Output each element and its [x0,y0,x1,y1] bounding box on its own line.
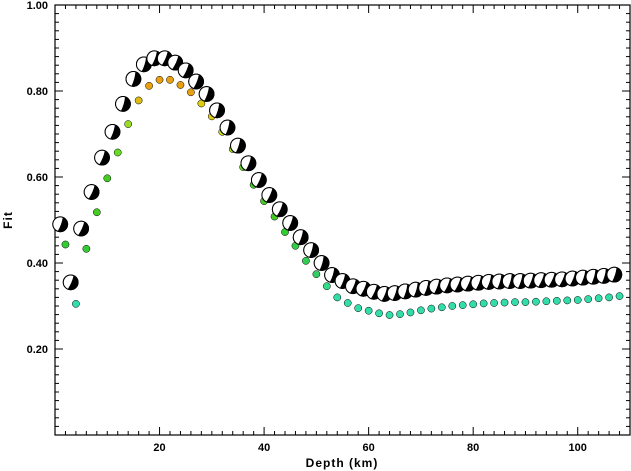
x-tick-label: 80 [467,442,479,454]
fit-dot [333,293,342,302]
fit-dot [61,240,70,249]
fit-dot [542,297,551,306]
fit-dot [396,310,404,319]
fit-dot [145,81,153,90]
fit-dot [302,257,310,265]
y-tick-label: 0.60 [27,172,48,184]
mechanism-marker [209,102,225,119]
mechanism-marker [554,271,570,288]
fit-dot [500,298,509,307]
fit-dot [511,298,519,306]
mechanism-marker [62,274,79,291]
mechanism-marker [188,73,205,90]
fit-dot [490,299,498,307]
mechanism-marker [104,123,121,140]
fit-dot [375,309,383,318]
mechanism-marker [261,187,278,203]
fit-dot [113,148,122,157]
mechanism-marker [303,242,320,259]
y-tick-label: 0.80 [27,86,48,98]
fit-dot [532,297,540,306]
fit-dot [364,306,373,315]
mechanism-marker [271,201,288,218]
mechanism-marker [230,137,246,154]
mechanism-series [52,50,623,302]
fit-dot [155,75,164,84]
fit-dot [573,296,582,304]
mechanism-marker [219,119,236,136]
fit-dot [385,311,394,319]
y-tick-label: 0.40 [27,258,48,270]
fit-dot [605,293,613,302]
mechanism-marker [125,71,142,87]
y-axis-label: Fit [1,211,15,229]
fit-dot [103,174,112,183]
mechanism-marker [250,172,267,188]
mechanism-marker [177,62,194,79]
fit-dot [521,298,530,306]
fit-dot [92,208,101,217]
fit-dot [427,304,436,313]
fit-dot [552,296,561,305]
x-axis-label: Depth (km) [306,456,379,470]
x-tick-label: 40 [258,442,270,454]
fit-dot [479,299,488,308]
fit-dot [469,300,478,309]
fit-dot [584,295,593,303]
fit-dot [343,299,352,307]
axis-tick-labels: 20 40 60 80 100 0.20 0.40 0.60 0.80 1.00 [27,0,587,454]
mechanism-marker [282,215,299,231]
mechanism-marker [292,229,309,246]
fit-dot [615,292,624,300]
fit-dot [458,301,467,309]
fit-dot [417,306,425,315]
fit-dot [322,282,331,291]
fit-dot [124,120,133,128]
fit-dot [594,294,603,303]
x-tick-label: 100 [569,442,587,454]
fit-dot [354,304,363,312]
x-tick-label: 20 [153,442,165,454]
fit-dot [166,75,174,84]
y-tick-label: 1.00 [27,0,48,12]
fit-dot [176,81,185,89]
axis-ticks [55,4,630,435]
fit-dot [134,96,143,105]
mechanism-marker [73,220,90,237]
mechanism-marker [240,155,257,172]
mechanism-marker [313,255,330,271]
fit-dot [82,244,91,253]
x-tick-label: 60 [363,442,375,454]
fit-dot [448,302,457,310]
fit-dot [406,308,415,317]
mechanism-marker [575,269,591,286]
y-tick-label: 0.20 [27,344,48,356]
mechanism-marker [52,216,69,233]
fit-dot [72,300,80,308]
mechanism-marker [94,149,110,166]
fit-dot [437,303,446,312]
mechanism-marker [198,86,215,102]
plot-frame [54,4,631,436]
mechanism-marker [115,96,131,112]
fit-dot [312,270,321,279]
mechanism-marker [83,184,100,200]
fit-dot [563,296,572,305]
mechanism-marker [606,266,623,283]
fit-dot [187,88,195,97]
